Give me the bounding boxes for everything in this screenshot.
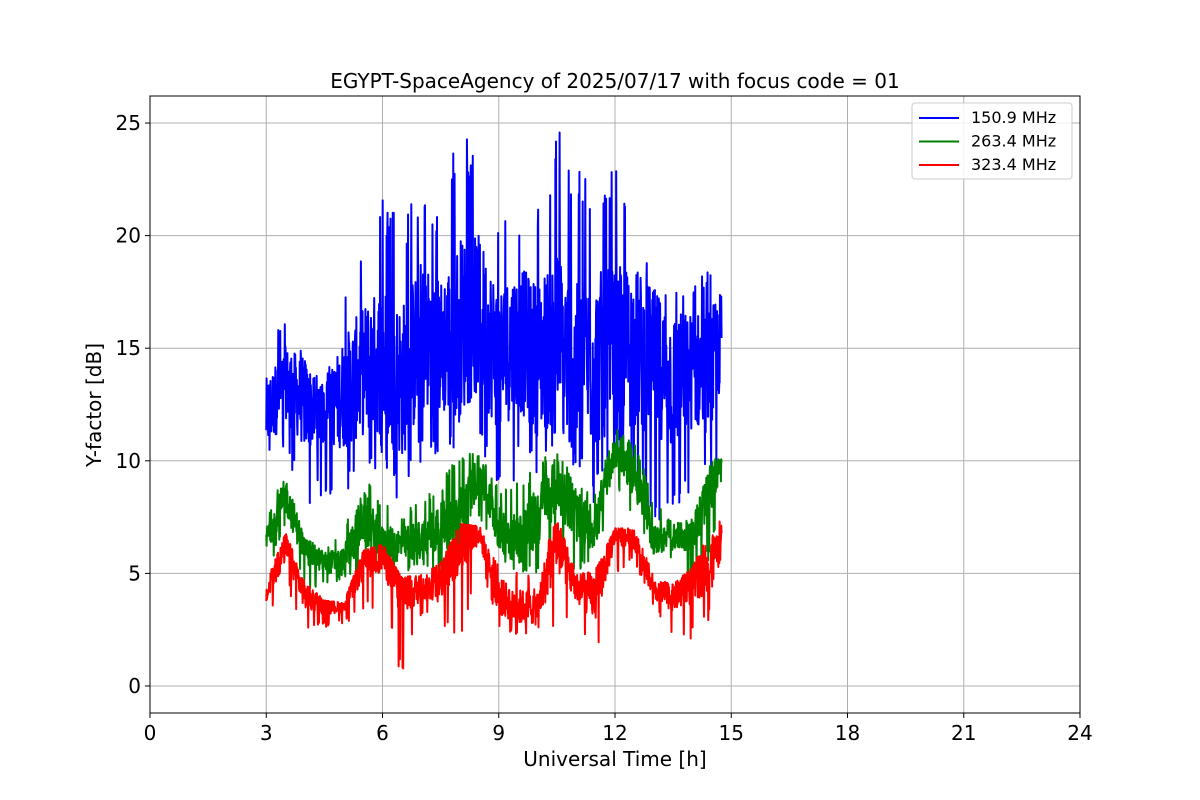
series-layer <box>265 131 723 670</box>
legend-label: 263.4 MHz <box>971 132 1056 151</box>
legend-label: 323.4 MHz <box>971 155 1056 174</box>
legend: 150.9 MHz 263.4 MHz 323.4 MHz <box>911 102 1073 180</box>
series-line-2 <box>265 428 723 590</box>
y-tick-label: 20 <box>116 224 141 248</box>
series-line-3 <box>265 520 723 670</box>
y-tick-label: 15 <box>116 336 141 360</box>
x-tick-label: 12 <box>602 721 627 745</box>
x-tick-label: 24 <box>1067 721 1092 745</box>
chart-title: EGYPT-SpaceAgency of 2025/07/17 with foc… <box>330 69 899 93</box>
x-axis-ticks: 0 3 6 9 12 15 18 21 24 <box>144 713 1093 745</box>
x-tick-label: 18 <box>835 721 860 745</box>
y-tick-label: 25 <box>116 111 141 135</box>
y-axis-ticks: 0 5 10 15 20 25 <box>116 111 150 698</box>
x-tick-label: 21 <box>951 721 976 745</box>
y-tick-label: 0 <box>128 674 141 698</box>
x-tick-label: 9 <box>492 721 505 745</box>
x-tick-label: 3 <box>260 721 273 745</box>
x-axis-label: Universal Time [h] <box>523 747 706 771</box>
series-line-1 <box>265 131 723 521</box>
y-tick-label: 10 <box>116 449 141 473</box>
legend-label: 150.9 MHz <box>971 108 1056 127</box>
x-tick-label: 15 <box>719 721 744 745</box>
y-axis-label: Y-factor [dB] <box>82 343 106 468</box>
x-tick-label: 0 <box>144 721 157 745</box>
legend-box <box>911 102 1073 180</box>
y-tick-label: 5 <box>128 561 141 585</box>
x-tick-label: 6 <box>376 721 389 745</box>
